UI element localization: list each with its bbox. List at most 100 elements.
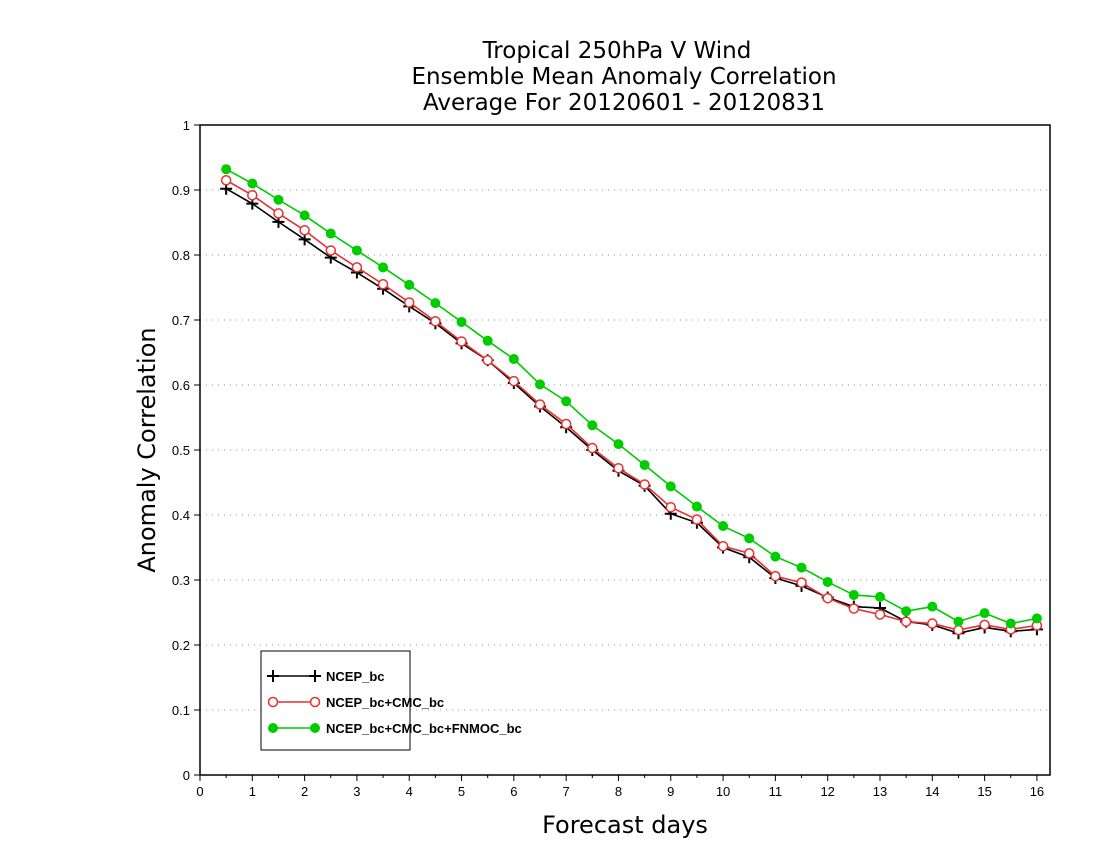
data-point xyxy=(273,208,284,219)
data-point xyxy=(770,570,781,582)
series-layer xyxy=(220,164,1043,640)
x-tick-label: 7 xyxy=(563,784,570,799)
legend-marker xyxy=(268,723,278,733)
data-point xyxy=(560,418,572,430)
data-point xyxy=(1005,618,1016,629)
chart-title-line-3: Average For 20120601 - 20120831 xyxy=(423,90,825,116)
x-tick-label: 9 xyxy=(667,784,674,799)
series-line xyxy=(225,188,1037,635)
legend-entry-3: NCEP_bc+CMC_bc+FNMOC_bc xyxy=(268,721,522,736)
data-point xyxy=(1031,613,1042,624)
data-point xyxy=(587,420,598,431)
data-point xyxy=(430,316,441,327)
data-point xyxy=(613,462,624,474)
data-point xyxy=(482,335,493,346)
data-point xyxy=(325,228,336,239)
data-point xyxy=(325,245,337,256)
data-point xyxy=(613,439,624,450)
y-tick-label: 0.3 xyxy=(172,573,190,588)
series-line xyxy=(225,179,1038,631)
data-point xyxy=(953,624,964,636)
y-tick-label: 0.6 xyxy=(172,378,190,393)
data-point xyxy=(979,608,990,619)
data-point xyxy=(247,178,258,189)
x-axis-title: Forecast days xyxy=(542,811,708,839)
data-point xyxy=(743,548,755,559)
legend-entry-2: NCEP_bc+CMC_bc xyxy=(267,695,444,710)
legend-marker xyxy=(267,670,279,682)
y-tick-label: 0.5 xyxy=(172,443,190,458)
data-point xyxy=(430,298,441,309)
y-tick-label: 0.1 xyxy=(172,703,190,718)
data-point xyxy=(456,316,467,327)
data-point xyxy=(901,606,912,617)
x-tick-label: 16 xyxy=(1030,784,1044,799)
chart-title-line-1: Tropical 250hPa V Wind xyxy=(482,38,752,64)
y-tick-label: 0.7 xyxy=(172,313,190,328)
data-point xyxy=(796,562,807,573)
data-point xyxy=(587,442,598,454)
axis-ticks: 00.10.20.30.40.50.60.70.80.910 1 2 3 4 5 6 7 8 9 1… xyxy=(172,118,1044,799)
legend-box xyxy=(260,650,411,751)
x-tick-label: 2 xyxy=(301,784,308,799)
legend: NCEP_bc NCEP_bc+CMC_bc NCEP_bc+CMC_bc+FNMO… xyxy=(260,650,522,751)
data-point xyxy=(508,354,519,364)
data-point xyxy=(404,279,415,290)
data-point xyxy=(639,459,650,470)
data-point xyxy=(927,601,938,612)
data-point xyxy=(456,336,467,347)
x-tick-label: 4 xyxy=(406,784,413,799)
y-tick-label: 0.8 xyxy=(172,248,190,263)
x-tick-label: 5 xyxy=(458,784,465,799)
data-point xyxy=(848,603,860,614)
data-point xyxy=(377,279,389,290)
data-point xyxy=(927,618,938,629)
data-point xyxy=(717,540,729,552)
data-point xyxy=(770,551,781,562)
data-point xyxy=(220,175,232,186)
data-point xyxy=(639,479,650,490)
data-point xyxy=(953,616,964,627)
data-point xyxy=(691,501,702,512)
x-tick-label: 0 xyxy=(196,784,203,799)
data-point xyxy=(744,533,755,544)
data-point xyxy=(378,262,389,273)
data-point xyxy=(561,396,572,407)
data-point xyxy=(718,521,729,532)
x-tick-label: 12 xyxy=(820,784,834,799)
data-point xyxy=(299,210,310,221)
legend-marker xyxy=(310,723,320,733)
data-point xyxy=(482,355,493,366)
x-tick-label: 13 xyxy=(873,784,887,799)
data-point xyxy=(822,576,833,587)
x-tick-label: 6 xyxy=(510,784,517,799)
x-tick-label: 3 xyxy=(353,784,360,799)
y-tick-label: 0.4 xyxy=(172,508,190,523)
data-point xyxy=(848,589,859,600)
data-point xyxy=(822,592,833,604)
legend-label: NCEP_bc+CMC_bc+FNMOC_bc xyxy=(326,721,522,736)
data-point xyxy=(351,262,363,273)
data-point xyxy=(273,194,284,205)
legend-marker xyxy=(309,696,321,708)
data-point xyxy=(900,616,912,627)
x-tick-label: 14 xyxy=(925,784,939,799)
data-point xyxy=(299,225,310,236)
series-2 xyxy=(220,175,1043,636)
legend-marker xyxy=(309,670,321,682)
y-axis-title: Anomaly Correlation xyxy=(133,327,161,572)
data-point xyxy=(691,514,703,525)
x-tick-label: 10 xyxy=(716,784,730,799)
legend-marker xyxy=(267,696,279,708)
legend-label: NCEP_bc+CMC_bc xyxy=(326,695,444,710)
x-tick-label: 15 xyxy=(977,784,991,799)
x-tick-label: 8 xyxy=(615,784,622,799)
y-tick-label: 1 xyxy=(183,118,190,133)
data-point xyxy=(351,245,362,256)
y-tick-label: 0.2 xyxy=(172,638,190,653)
data-point xyxy=(535,379,545,390)
series-1 xyxy=(220,182,1043,640)
legend-label: NCEP_bc xyxy=(326,669,385,684)
data-point xyxy=(508,375,520,387)
data-point xyxy=(796,577,807,588)
